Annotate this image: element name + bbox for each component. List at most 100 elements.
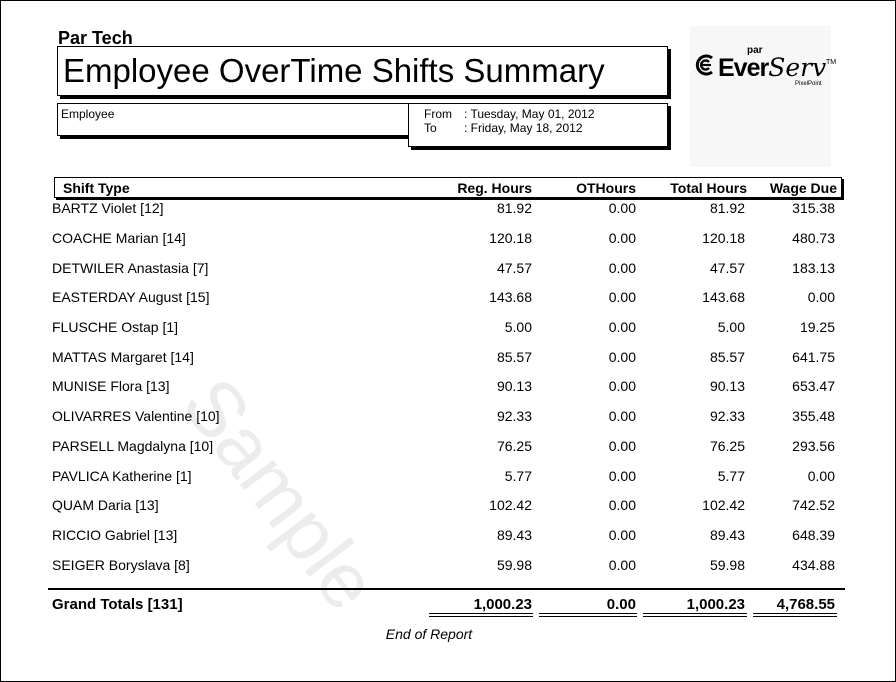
cell-ot-hours: 0.00 (608, 557, 636, 573)
cell-total-hours: 85.57 (709, 349, 745, 365)
cell-reg-hours: 143.68 (489, 289, 532, 305)
cell-name: MUNISE Flora [13] (52, 378, 170, 394)
everserv-swirl-icon (695, 54, 713, 76)
everserv-logo: par EverServ TM PixelPoint (690, 26, 836, 167)
cell-ot-hours: 0.00 (608, 468, 636, 484)
cell-wage-due: 0.00 (807, 289, 835, 305)
date-from-row: From : Tuesday, May 01, 2012 (424, 107, 595, 121)
cell-wage-due: 648.39 (792, 527, 835, 543)
cell-reg-hours: 120.18 (489, 230, 532, 246)
table-row: DETWILER Anastasia [7] 47.57 0.00 47.57 … (1, 260, 896, 280)
cell-name: PAVLICA Katherine [1] (52, 468, 192, 484)
cell-total-hours: 5.77 (717, 468, 745, 484)
header-ot-hours: OTHours (576, 180, 636, 196)
logo-serv-text: Serv (768, 53, 827, 82)
logo-par-text: par (747, 45, 763, 56)
date-to-row: To : Friday, May 18, 2012 (424, 121, 583, 135)
cell-wage-due: 641.75 (792, 349, 835, 365)
header-reg-hours: Reg. Hours (457, 180, 532, 196)
cell-total-hours: 76.25 (709, 438, 745, 454)
logo-sub-text: PixelPoint (795, 81, 822, 87)
table-row: RICCIO Gabriel [13] 89.43 0.00 89.43 648… (1, 527, 896, 547)
cell-total-hours: 90.13 (709, 378, 745, 394)
cell-name: MATTAS Margaret [14] (52, 349, 194, 365)
grand-total-hours: 1,000.23 (686, 596, 745, 613)
cell-reg-hours: 90.13 (496, 378, 532, 394)
cell-name: QUAM Daria [13] (52, 497, 159, 513)
report-title-box: Employee OverTime Shifts Summary (57, 46, 668, 96)
cell-wage-due: 653.47 (792, 378, 835, 394)
cell-reg-hours: 5.00 (504, 319, 532, 335)
cell-name: COACHE Marian [14] (52, 230, 186, 246)
cell-ot-hours: 0.00 (608, 289, 636, 305)
cell-wage-due: 480.73 (792, 230, 835, 246)
grand-totals-label: Grand Totals [131] (52, 596, 183, 613)
double-underline-reg (429, 613, 533, 617)
cell-name: BARTZ Violet [12] (52, 200, 164, 216)
date-from-label: From (424, 107, 452, 121)
double-underline-wage (753, 613, 837, 617)
cell-total-hours: 92.33 (709, 408, 745, 424)
logo-tm-text: TM (826, 59, 837, 66)
cell-reg-hours: 102.42 (489, 497, 532, 513)
cell-name: OLIVARRES Valentine [10] (52, 408, 220, 424)
cell-wage-due: 355.48 (792, 408, 835, 424)
header-shift-type: Shift Type (63, 180, 130, 196)
cell-wage-due: 0.00 (807, 468, 835, 484)
cell-reg-hours: 59.98 (496, 557, 532, 573)
double-underline-ot (539, 613, 637, 617)
cell-ot-hours: 0.00 (608, 260, 636, 276)
grand-total-ot-hours: 0.00 (606, 596, 636, 613)
cell-wage-due: 183.13 (792, 260, 835, 276)
table-row: BARTZ Violet [12] 81.92 0.00 81.92 315.3… (1, 200, 896, 220)
logo-ever-text: Ever (718, 54, 769, 82)
date-to-label: To (424, 121, 437, 135)
cell-ot-hours: 0.00 (608, 349, 636, 365)
cell-name: RICCIO Gabriel [13] (52, 527, 178, 543)
cell-reg-hours: 76.25 (496, 438, 532, 454)
employee-filter-box: Employee (57, 103, 412, 136)
date-range-box: From : Tuesday, May 01, 2012 To : Friday, … (408, 103, 668, 147)
cell-wage-due: 19.25 (799, 319, 835, 335)
double-underline-total (643, 613, 747, 617)
cell-wage-due: 434.88 (792, 557, 835, 573)
grand-total-reg-hours: 1,000.23 (473, 596, 532, 613)
header-total-hours: Total Hours (670, 180, 747, 196)
company-name: Par Tech (58, 28, 133, 48)
cell-wage-due: 293.56 (792, 438, 835, 454)
cell-ot-hours: 0.00 (608, 230, 636, 246)
table-row: OLIVARRES Valentine [10] 92.33 0.00 92.3… (1, 408, 896, 428)
cell-total-hours: 47.57 (709, 260, 745, 276)
date-to-value: : Friday, May 18, 2012 (464, 121, 583, 135)
cell-total-hours: 59.98 (709, 557, 745, 573)
cell-ot-hours: 0.00 (608, 527, 636, 543)
logo-brand: EverServ (718, 53, 826, 83)
report-title: Employee OverTime Shifts Summary (63, 52, 605, 89)
header-wage-due: Wage Due (769, 180, 837, 196)
employee-label: Employee (61, 107, 115, 121)
cell-total-hours: 81.92 (709, 200, 745, 216)
grand-total-wage-due: 4,768.55 (776, 596, 835, 613)
table-row: PARSELL Magdalyna [10] 76.25 0.00 76.25 … (1, 438, 896, 458)
table-row: SEIGER Boryslava [8] 59.98 0.00 59.98 43… (1, 557, 896, 577)
table-row: EASTERDAY August [15] 143.68 0.00 143.68… (1, 289, 896, 309)
table-row: MUNISE Flora [13] 90.13 0.00 90.13 653.4… (1, 378, 896, 398)
date-from-value: : Tuesday, May 01, 2012 (464, 107, 595, 121)
end-of-report: End of Report (385, 626, 473, 642)
table-row: COACHE Marian [14] 120.18 0.00 120.18 48… (1, 230, 896, 250)
cell-total-hours: 102.42 (702, 497, 745, 513)
cell-wage-due: 742.52 (792, 497, 835, 513)
cell-reg-hours: 81.92 (496, 200, 532, 216)
cell-reg-hours: 47.57 (496, 260, 532, 276)
cell-name: SEIGER Boryslava [8] (52, 557, 190, 573)
grand-totals-row: Grand Totals [131] 1,000.23 0.00 1,000.2… (1, 596, 896, 616)
cell-reg-hours: 85.57 (496, 349, 532, 365)
cell-ot-hours: 0.00 (608, 438, 636, 454)
cell-ot-hours: 0.00 (608, 408, 636, 424)
cell-reg-hours: 92.33 (496, 408, 532, 424)
cell-name: PARSELL Magdalyna [10] (52, 438, 214, 454)
cell-ot-hours: 0.00 (608, 319, 636, 335)
cell-name: FLUSCHE Ostap [1] (52, 319, 179, 335)
cell-reg-hours: 89.43 (496, 527, 532, 543)
